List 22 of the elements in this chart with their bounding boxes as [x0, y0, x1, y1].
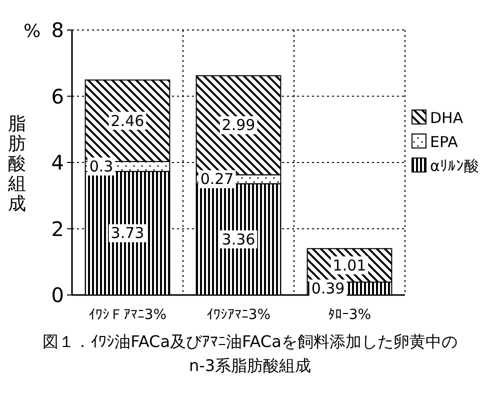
legend-label: DHA [430, 109, 464, 127]
x-tick-label: ｲﾜｼｱﾏﾆ3% [206, 307, 271, 323]
data-label: 2.46 [110, 112, 144, 130]
data-label: 3.36 [222, 230, 256, 248]
data-label: 1.01 [332, 256, 366, 274]
y-tick-label: 4 [51, 150, 64, 174]
y-tick-label: 0 [51, 283, 64, 307]
x-tick-label: ｲﾜｼＦｱﾏﾆ3% [88, 307, 167, 323]
data-label: 0.3 [89, 157, 114, 176]
legend-label: αﾘﾙﾝ酸 [430, 157, 479, 175]
y-tick-label: 6 [51, 84, 64, 108]
y-axis-title: 脂肪酸組成 [7, 113, 26, 214]
legend-label: EPA [430, 133, 459, 151]
text: 図１．ｲﾜｼ油FACa及びｱﾏﾆ油FACaを飼料添加した卵黄中のn-3系脂肪酸組成 [42, 331, 458, 377]
x-tick-label: ﾀﾛｰ3% [328, 307, 372, 323]
text: % [23, 21, 41, 42]
y-tick-label: 2 [51, 216, 64, 241]
y-tick-label: 8 [51, 18, 64, 42]
data-label: 0.39 [311, 280, 345, 298]
data-label: 0.27 [200, 170, 234, 188]
data-label: 3.73 [110, 224, 144, 242]
data-label: 2.99 [222, 116, 256, 134]
